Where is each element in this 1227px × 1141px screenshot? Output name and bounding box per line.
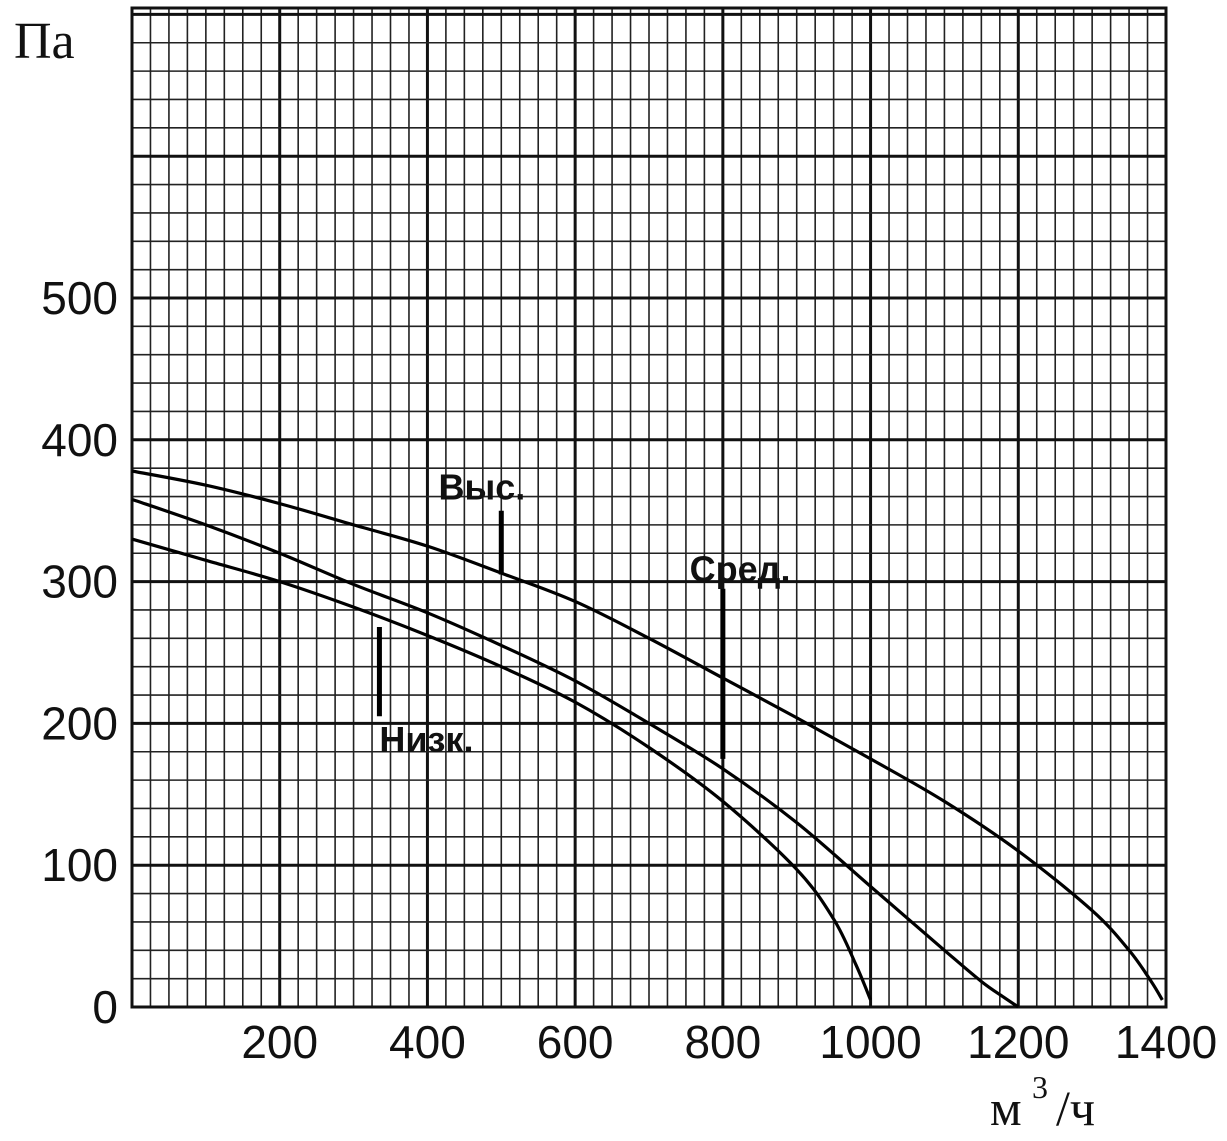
plot-frame xyxy=(130,6,1168,1009)
x-tick-label: 200 xyxy=(241,1016,318,1068)
annotation-label: Низк. xyxy=(379,719,473,760)
grid xyxy=(132,8,1166,1007)
series-curve-0 xyxy=(131,469,1164,1001)
annotations: Выс. Сред. Низк. xyxy=(376,466,791,760)
y-tick-label: 400 xyxy=(41,414,118,466)
x-axis-label-superscript: 3 xyxy=(1032,1069,1048,1105)
series-curve-1 xyxy=(131,497,1020,1009)
y-tick-label: 300 xyxy=(41,556,118,608)
x-tick-label: 800 xyxy=(684,1016,761,1068)
y-tick-labels: 0 100 200 300 400 500 xyxy=(41,272,118,1033)
annotation-label: Выс. xyxy=(439,466,526,507)
x-tick-label: 600 xyxy=(537,1016,614,1068)
x-axis-label-base: м xyxy=(990,1080,1022,1136)
x-tick-label: 1400 xyxy=(1115,1016,1217,1068)
x-tick-label: 1200 xyxy=(967,1016,1069,1068)
x-tick-label: 1000 xyxy=(819,1016,921,1068)
y-axis-label: Па xyxy=(14,13,75,70)
x-tick-label: 400 xyxy=(389,1016,466,1068)
series-curve-2 xyxy=(131,537,873,1001)
x-tick-labels: 200 400 600 800 1000 1200 1400 xyxy=(241,1016,1217,1068)
y-tick-label: 200 xyxy=(41,697,118,749)
y-tick-label: 100 xyxy=(41,839,118,891)
x-axis-label-tail: /ч xyxy=(1056,1080,1095,1136)
y-tick-label: 500 xyxy=(41,272,118,324)
curves xyxy=(131,469,1164,1009)
x-axis-label: м 3 /ч xyxy=(990,1069,1095,1136)
y-tick-label: 0 xyxy=(92,981,118,1033)
annotation-label: Сред. xyxy=(690,549,791,590)
